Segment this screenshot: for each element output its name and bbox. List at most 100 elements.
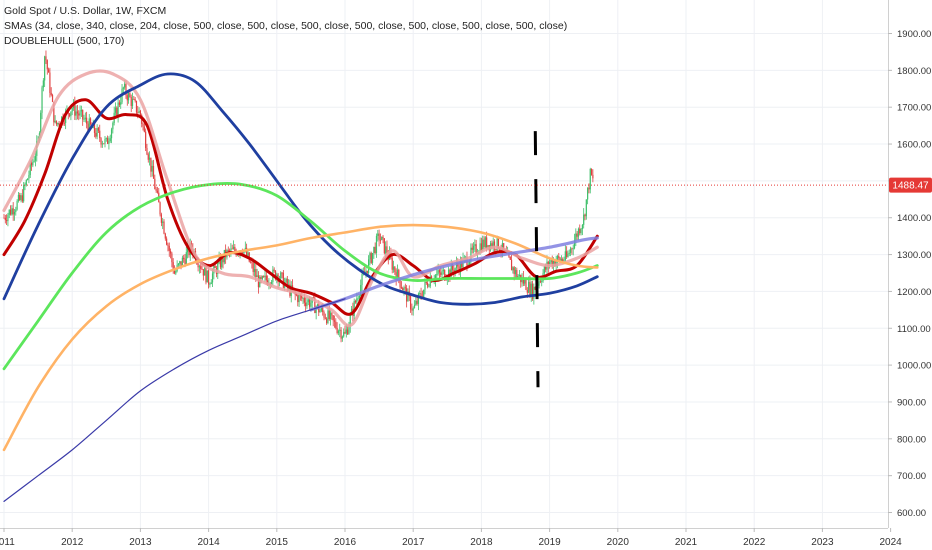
- candle-body: [366, 270, 368, 274]
- candle-body: [70, 111, 72, 117]
- candle-body: [474, 244, 476, 246]
- candle-body: [137, 112, 139, 114]
- candle-body: [180, 261, 182, 267]
- current-price-label: 1488.47: [892, 181, 929, 192]
- candle-body: [117, 102, 119, 117]
- candle-body: [143, 126, 145, 132]
- candle-body: [541, 281, 543, 283]
- candle-body: [285, 278, 287, 283]
- candle-body: [319, 310, 321, 313]
- candle-body: [585, 199, 587, 217]
- annotations: [533, 131, 540, 388]
- candle-body: [525, 280, 527, 291]
- candle-body: [333, 320, 336, 322]
- candle-body: [392, 266, 395, 270]
- candle-body: [480, 243, 482, 251]
- candle-body: [386, 246, 388, 256]
- candle-body: [33, 160, 35, 162]
- candle-body: [154, 178, 156, 190]
- candle-body: [543, 266, 545, 274]
- y-tick-label: 1300.00: [897, 250, 931, 261]
- candle-body: [29, 162, 31, 176]
- candle-body: [550, 259, 552, 263]
- purple-line: [309, 236, 599, 312]
- x-axis-ticks: 2011 2012 2013 2014 2015 2016 2017 2018 2019 2020…: [0, 528, 902, 548]
- candle-body: [9, 209, 12, 215]
- candle-body: [298, 294, 300, 303]
- candle-body: [89, 118, 92, 125]
- candle-body: [551, 259, 553, 267]
- candle-body: [496, 236, 498, 250]
- candle-body: [130, 97, 132, 106]
- candle-body: [120, 102, 122, 105]
- navy-line: [2, 72, 599, 306]
- x-tick-label: 2013: [129, 537, 152, 548]
- candle-body: [146, 148, 148, 155]
- candle-body: [214, 265, 216, 269]
- candle-body: [201, 268, 203, 270]
- candle-body: [398, 269, 400, 280]
- x-tick-label: 2015: [266, 537, 289, 548]
- y-tick-label: 1100.00: [897, 324, 931, 335]
- candle-body: [451, 264, 454, 270]
- candle-body: [58, 122, 60, 126]
- candle-body: [200, 266, 202, 269]
- x-tick-label: 2022: [743, 537, 766, 548]
- y-axis-panel[interactable]: [888, 0, 932, 528]
- candle-body: [479, 243, 481, 253]
- candle-body: [402, 288, 404, 291]
- candle-body: [264, 275, 266, 278]
- x-tick-label: 2024: [879, 537, 902, 548]
- candle-body: [336, 327, 338, 334]
- candle-body: [475, 244, 477, 254]
- y-tick-label: 1000.00: [897, 361, 931, 372]
- candle-body: [554, 260, 556, 267]
- candle-body: [181, 257, 183, 267]
- candle-body: [211, 273, 214, 283]
- candle-body: [21, 195, 23, 202]
- orange-line: [2, 223, 599, 452]
- candle-body: [103, 143, 105, 145]
- x-axis-panel[interactable]: [0, 528, 932, 550]
- candle-body: [427, 283, 429, 287]
- candle-body: [413, 304, 416, 308]
- candle-body: [114, 107, 117, 113]
- candle-body: [487, 245, 489, 249]
- chart-title: Gold Spot / U.S. Dollar, 1W, FXCM: [4, 5, 167, 17]
- legend: Gold Spot / U.S. Dollar, 1W, FXCM SMAs (…: [4, 4, 567, 49]
- candle-body: [526, 290, 528, 293]
- candle-body: [122, 87, 124, 89]
- candle-body: [455, 262, 458, 269]
- candle-body: [138, 110, 140, 113]
- candle-body: [84, 117, 86, 120]
- candle-body: [166, 238, 168, 245]
- sma-legend[interactable]: SMAs (34, close, 340, close, 204, close,…: [4, 20, 568, 32]
- doublehull-legend[interactable]: DOUBLEHULL (500, 170): [4, 35, 125, 47]
- candle-body: [588, 187, 590, 190]
- candle-body: [127, 93, 130, 101]
- candle-body: [198, 266, 201, 268]
- candle-body: [375, 235, 378, 254]
- candle-body: [116, 107, 118, 117]
- candle-body: [83, 119, 85, 120]
- candle-body: [450, 264, 452, 277]
- candle-body: [96, 128, 98, 137]
- candle-body: [524, 280, 526, 284]
- candle-body: [45, 56, 47, 61]
- candle-body: [252, 262, 254, 273]
- candle-body: [93, 123, 96, 133]
- x-tick-label: 2019: [538, 537, 561, 548]
- candle-body: [323, 312, 325, 318]
- candle-body: [4, 217, 6, 221]
- candle-body: [87, 123, 89, 131]
- candle-body: [573, 240, 576, 249]
- candle-body: [20, 195, 22, 201]
- candle-body: [459, 260, 462, 273]
- candle-body: [126, 95, 128, 101]
- candle-body: [324, 317, 326, 319]
- candle-body: [592, 174, 594, 179]
- candle-body: [242, 252, 244, 254]
- candle-body: [590, 168, 593, 175]
